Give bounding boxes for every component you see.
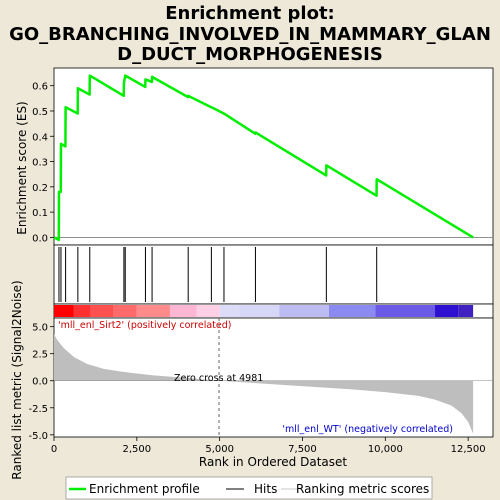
- legend-label-enrichment-profile: Enrichment profile: [89, 482, 200, 496]
- es-y-tick-label-3: 0.3: [32, 158, 48, 169]
- es-y-tick-label-2: 0.2: [32, 183, 48, 194]
- colorbar-segment-13: [458, 305, 474, 317]
- y-axis-label-es: Enrichment score (ES): [15, 101, 29, 234]
- metric-y-tick-label-0: 5.0: [32, 323, 48, 334]
- colorbar-segment-7: [219, 305, 240, 317]
- colorbar-segment-10: [328, 305, 376, 317]
- x-tick-label-1: 2,500: [123, 444, 152, 455]
- colorbar-segment-1: [73, 305, 91, 317]
- colorbar-segment-4: [136, 305, 170, 317]
- x-tick-label-4: 10,000: [368, 444, 403, 455]
- chart-title-line-2: GO_BRANCHING_INVOLVED_IN_MAMMARY_GLAN: [9, 24, 491, 45]
- metric-y-tick-label-3: -2.5: [28, 404, 48, 415]
- positive-correlation-label: 'mll_enl_Sirt2' (positively correlated): [58, 320, 231, 331]
- es-curve: [53, 74, 474, 242]
- hits-panel: [53, 244, 494, 305]
- es-y-tick-label-6: 0.6: [32, 82, 48, 93]
- es-y-tick-label-1: 0.1: [32, 208, 48, 219]
- hit-markers: [58, 247, 378, 302]
- negative-correlation-label: 'mll_enl_WT' (negatively correlated): [282, 424, 453, 435]
- x-tick-label-5: 12,500: [451, 444, 486, 455]
- x-tick-label-2: 5,000: [205, 444, 234, 455]
- rank-colorbar: [54, 305, 474, 317]
- es-y-tick-label-5: 0.5: [32, 107, 48, 118]
- colorbar-segment-12: [435, 305, 459, 317]
- chart-title-line-1: Enrichment plot:: [165, 3, 335, 24]
- colorbar-segment-8: [239, 305, 280, 317]
- es-y-tick-label-0: 0.0: [32, 233, 48, 244]
- legend-label-ranking-metric: Ranking metric scores: [296, 482, 429, 496]
- x-tick-label-0: 0: [51, 444, 57, 455]
- es-y-tick-label-4: 0.4: [32, 132, 48, 143]
- colorbar-segment-11: [375, 305, 436, 317]
- metric-area-fill: [54, 334, 474, 434]
- metric-y-tick-label-2: 0.0: [32, 377, 48, 388]
- colorbar-segment-9: [279, 305, 329, 317]
- ranking-metric-area: [54, 318, 493, 437]
- chart-title-line-3: D_DUCT_MORPHOGENESIS: [117, 44, 383, 65]
- colorbar-segment-6: [196, 305, 220, 317]
- colorbar-segment-3: [113, 305, 137, 317]
- enrichment-profile: [53, 74, 493, 242]
- metric-y-tick-label-4: -5.0: [28, 431, 48, 442]
- x-axis-label: Rank in Ordered Dataset: [199, 455, 347, 469]
- axes: 0.0 0.1 0.2 0.3 0.4 0.5 0.6 5.0 2.5 0.0 -2.5 -5.00 2…: [28, 82, 485, 455]
- colorbar-segment-2: [90, 305, 114, 317]
- y-axis-label-metric: Ranked list metric (Signal2Noise): [10, 280, 24, 479]
- x-tick-label-3: 7,500: [288, 444, 317, 455]
- colorbar-segment-0: [54, 305, 74, 317]
- legend-label-hits: Hits: [254, 482, 277, 496]
- es-panel: [53, 67, 494, 246]
- legend-box: [65, 476, 433, 500]
- metric-y-tick-label-1: 2.5: [32, 350, 48, 361]
- zero-cross-label: Zero cross at 4981: [174, 373, 263, 384]
- colorbar-segment-5: [169, 305, 197, 317]
